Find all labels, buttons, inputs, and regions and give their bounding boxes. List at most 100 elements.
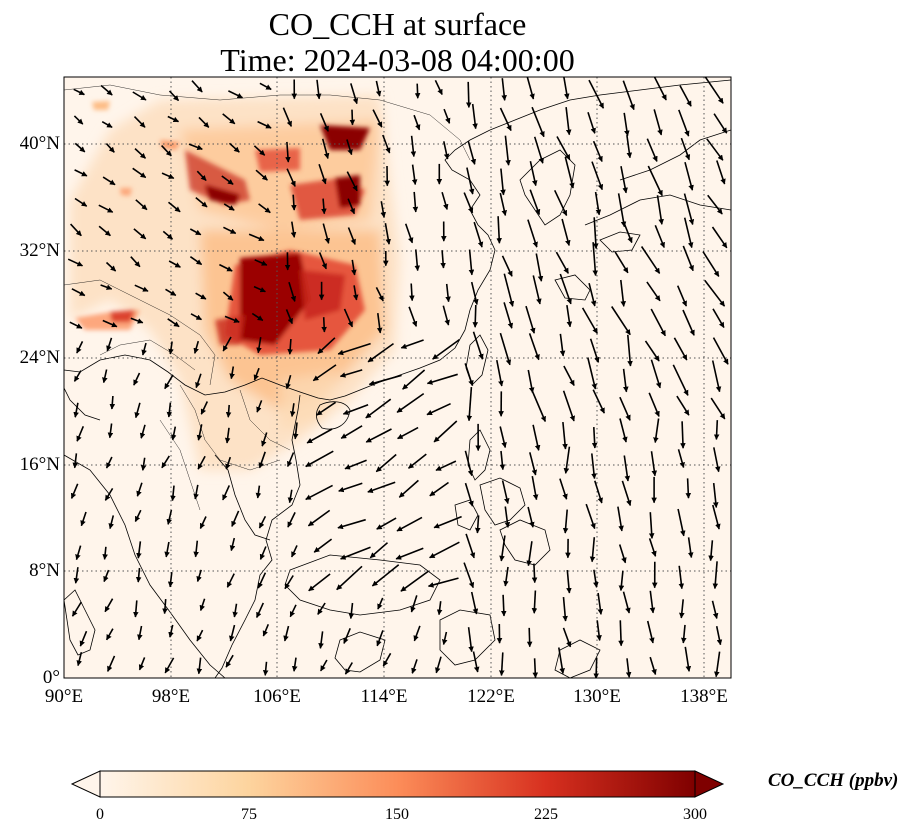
wind-arrow — [708, 540, 714, 562]
wind-arrow — [98, 225, 111, 237]
wind-arrow — [73, 370, 82, 382]
wind-arrow — [503, 566, 509, 587]
wind-arrow — [282, 107, 293, 127]
wind-arrow — [711, 226, 728, 249]
wind-arrow — [73, 402, 79, 418]
wind-arrow — [433, 420, 458, 443]
wind-arrow — [337, 518, 366, 530]
wind-arrow — [74, 169, 88, 177]
wind-arrow — [472, 331, 484, 360]
wind-arrow — [397, 426, 419, 440]
wind-arrow — [581, 307, 598, 334]
wind-arrow — [396, 516, 423, 532]
wind-arrow — [617, 506, 624, 532]
wind-arrow — [132, 167, 147, 179]
wind-arrow — [320, 659, 328, 672]
wind-arrow — [680, 421, 686, 449]
wind-arrow — [411, 164, 418, 186]
wind-arrow — [248, 233, 265, 242]
wind-arrow — [529, 452, 538, 476]
wind-arrow — [687, 537, 694, 559]
wind-arrow — [195, 196, 208, 208]
wind-arrow — [706, 138, 724, 161]
wind-arrow — [585, 503, 596, 530]
wind-arrow — [291, 194, 297, 211]
wind-arrow — [229, 537, 236, 552]
wind-arrow — [589, 537, 596, 563]
wind-arrow — [622, 221, 633, 244]
wind-arrow — [627, 334, 633, 367]
wind-arrow — [168, 260, 181, 268]
wind-arrow — [396, 392, 425, 413]
wind-arrow — [318, 631, 324, 649]
wind-arrow — [429, 541, 460, 559]
wind-arrow — [165, 288, 177, 297]
wind-arrow — [72, 453, 79, 469]
wind-arrow — [464, 363, 474, 387]
wind-arrow — [619, 396, 631, 421]
wind-arrow — [653, 418, 660, 444]
wind-arrow — [71, 288, 86, 297]
wind-arrow — [168, 341, 174, 355]
wind-arrow — [196, 424, 203, 441]
wind-arrow — [98, 204, 114, 213]
wind-arrow — [533, 136, 544, 164]
wind-arrow — [677, 449, 685, 469]
wind-arrow — [313, 538, 333, 553]
wind-arrow — [258, 203, 271, 214]
colorbar-gradient — [99, 770, 696, 798]
wind-arrow — [371, 564, 400, 587]
wind-arrow — [496, 216, 502, 244]
wind-arrow — [107, 423, 114, 439]
wind-arrow — [104, 487, 114, 501]
wind-arrow — [105, 456, 113, 469]
wind-arrow — [678, 109, 690, 137]
wind-arrow — [589, 338, 600, 363]
colorbar-tick-225: 225 — [534, 806, 558, 823]
wind-arrow — [647, 165, 663, 197]
wind-arrow — [623, 455, 631, 482]
wind-arrow — [402, 369, 426, 390]
wind-arrow — [103, 569, 110, 583]
wind-arrow — [109, 395, 116, 410]
wind-arrow — [499, 107, 512, 132]
wind-arrow — [443, 108, 451, 124]
wind-arrow — [531, 590, 538, 614]
wind-arrow — [472, 304, 479, 328]
wind-arrow — [321, 317, 327, 333]
wind-arrow — [369, 542, 389, 559]
wind-arrow — [292, 422, 299, 440]
wind-arrow — [529, 161, 538, 187]
wind-arrow — [588, 79, 605, 109]
wind-arrow — [167, 572, 174, 588]
wind-arrow — [677, 508, 686, 537]
wind-arrow — [193, 340, 200, 354]
wind-arrow — [646, 138, 658, 162]
wind-arrow — [501, 255, 513, 277]
country-borders — [64, 84, 471, 511]
wind-arrow — [346, 139, 353, 156]
wind-arrow — [105, 261, 117, 272]
x-tick-130e: 130°E — [573, 686, 621, 707]
wind-arrow — [640, 246, 661, 274]
wind-arrow — [648, 512, 655, 539]
wind-arrow — [411, 659, 418, 674]
wind-arrow — [408, 453, 427, 469]
wind-arrow — [594, 191, 602, 216]
wind-arrow — [74, 142, 86, 153]
wind-arrow — [650, 308, 667, 337]
wind-arrow — [435, 460, 457, 472]
wind-arrow — [587, 357, 597, 390]
wind-arrow — [219, 263, 233, 272]
wind-arrow — [199, 598, 206, 612]
wind-arrow — [680, 624, 687, 644]
wind-arrow — [337, 342, 371, 356]
wind-arrow — [562, 390, 576, 422]
wind-arrow — [562, 422, 568, 450]
wind-arrow — [622, 368, 629, 393]
wind-arrow — [410, 595, 418, 613]
wind-arrow — [591, 161, 604, 191]
wind-arrow — [338, 482, 363, 493]
wind-arrow — [305, 450, 334, 468]
wind-arrow — [376, 312, 383, 334]
